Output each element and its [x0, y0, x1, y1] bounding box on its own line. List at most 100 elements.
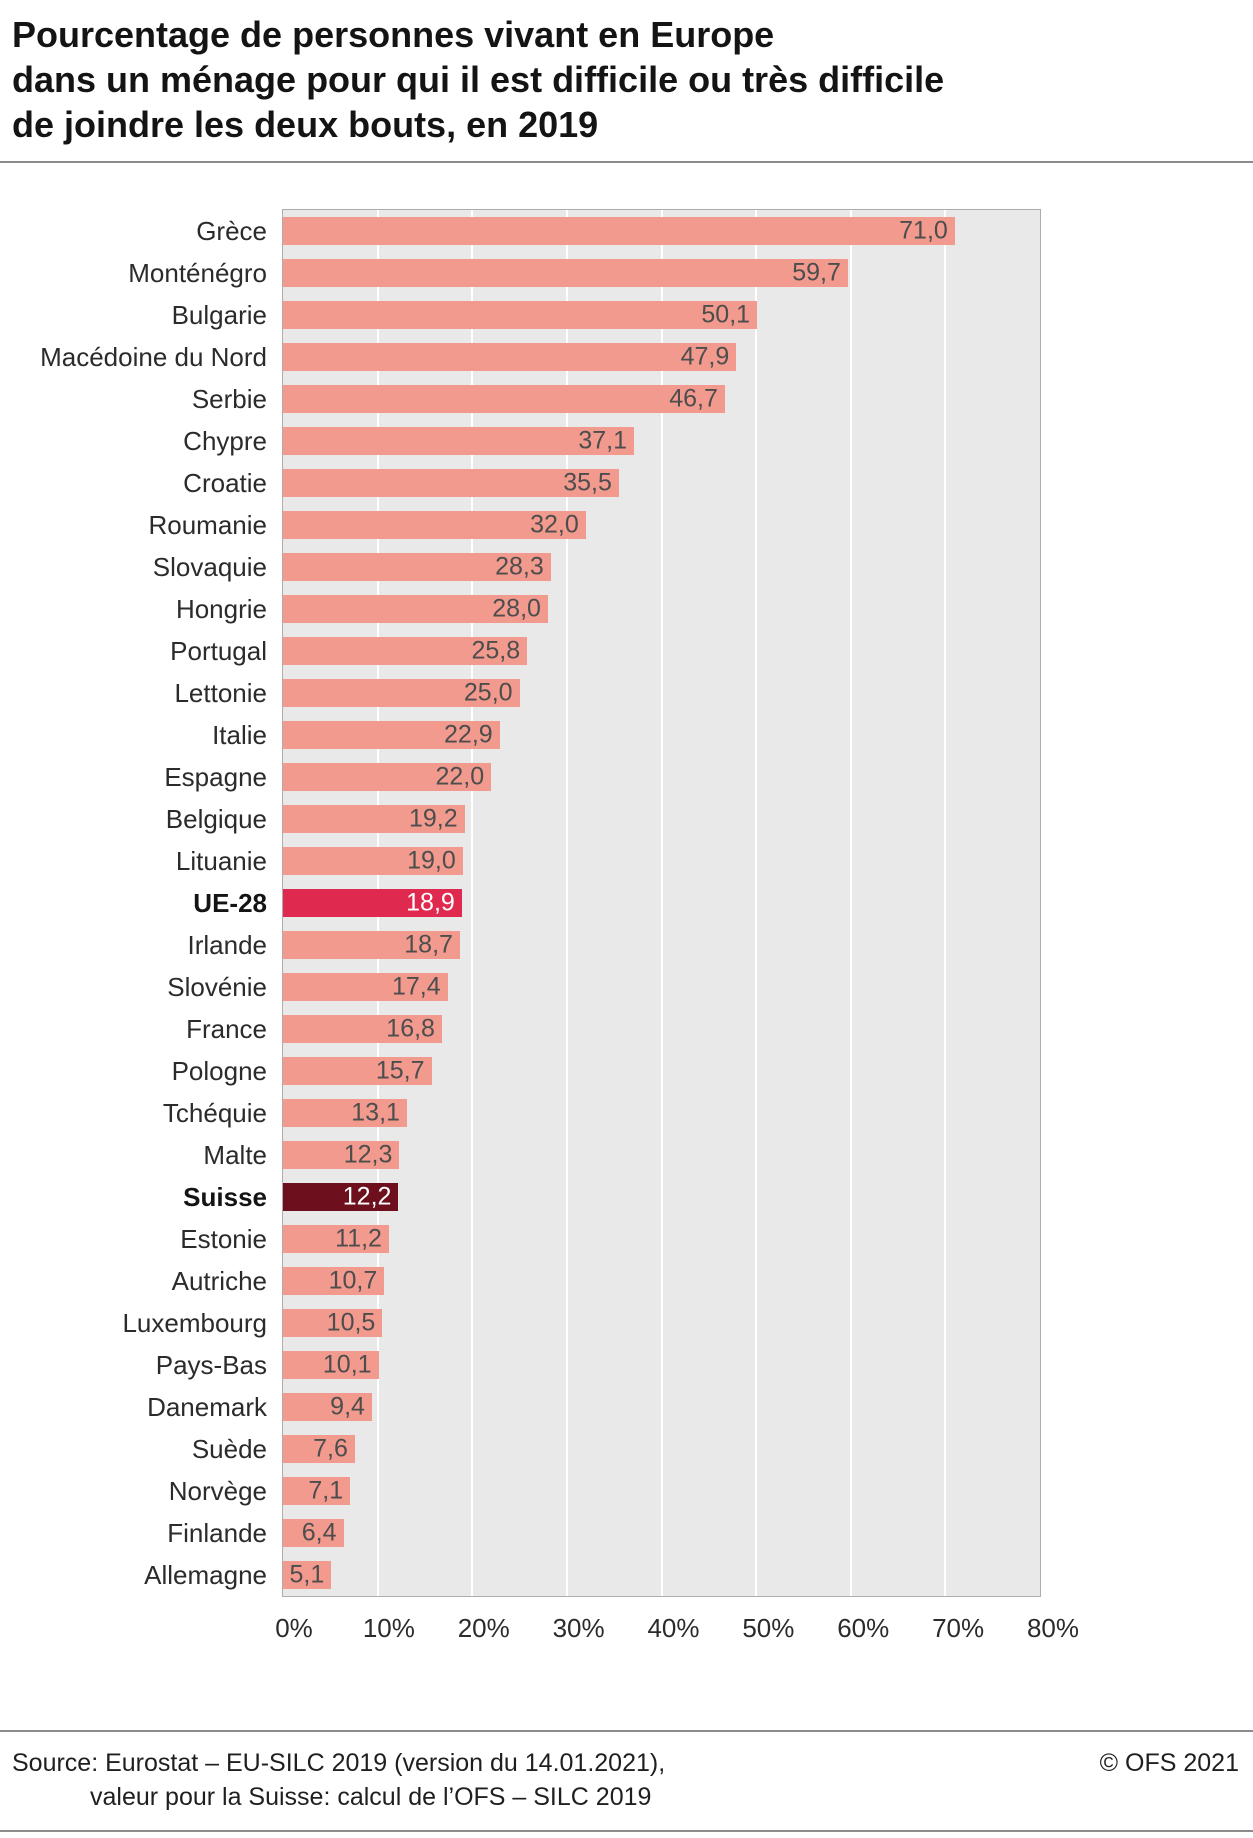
bar-row: 10,1: [283, 1344, 1040, 1386]
category-label: Monténégro: [128, 257, 267, 288]
bar: 15,7: [283, 1057, 432, 1085]
chart-footer: Source: Eurostat – EU-SILC 2019 (version…: [0, 1730, 1253, 1838]
bar: 11,2: [283, 1225, 389, 1253]
bar-row: 50,1: [283, 294, 1040, 336]
bar-value: 37,1: [578, 426, 628, 455]
source-line-1: Source: Eurostat – EU-SILC 2019 (version…: [12, 1749, 666, 1777]
bar: 19,0: [283, 847, 463, 875]
gridline: [471, 210, 474, 1596]
bar-value: 15,7: [375, 1056, 425, 1085]
bar: 10,7: [283, 1267, 385, 1295]
bar-row: 46,7: [283, 378, 1040, 420]
category-axis: Grèce Monténégro Bulgarie Macédoine du Nord…: [12, 209, 282, 1596]
bar-row: 47,9: [283, 336, 1040, 378]
bar: 18,9: [283, 889, 462, 917]
chart-header: Pourcentage de personnes vivant en Europ…: [0, 0, 1253, 163]
bar-row: 16,8: [283, 1008, 1040, 1050]
x-tick-label: 80%: [1026, 1613, 1080, 1643]
category-label: Macédoine du Nord: [40, 341, 267, 372]
bar-value: 59,7: [792, 258, 841, 287]
bar-value: 28,3: [495, 552, 544, 581]
bar-value: 13,1: [351, 1098, 400, 1127]
bar-value: 6,4: [301, 1518, 337, 1547]
bar-row: 32,0: [283, 504, 1040, 546]
bar-row: 37,1: [283, 420, 1040, 462]
bar-value: 18,9: [406, 888, 455, 917]
bar: 18,7: [283, 931, 460, 959]
bar: 12,3: [283, 1140, 400, 1169]
x-tick-label: 70%: [932, 1613, 985, 1643]
bar: 71,0: [283, 217, 955, 245]
bar-row: 5,1: [283, 1554, 1040, 1596]
bar-row: 7,1: [283, 1470, 1040, 1512]
bar-row: 19,0: [283, 840, 1040, 882]
bar: 22,9: [283, 721, 500, 749]
bar-row: 13,1: [283, 1092, 1040, 1134]
category-label: Slovénie: [167, 971, 267, 1002]
bar-row: 12,3: [283, 1134, 1040, 1176]
bar-row: 7,6: [283, 1428, 1040, 1470]
category-label: Hongrie: [175, 593, 267, 624]
bar: 6,4: [283, 1519, 344, 1547]
category-label: Irlande: [187, 929, 268, 960]
category-label: Malte: [203, 1139, 267, 1170]
bar-row: 6,4: [283, 1512, 1040, 1554]
bar-row: 10,7: [283, 1260, 1040, 1302]
category-label: Lituanie: [175, 845, 267, 876]
bar-row: 28,3: [283, 546, 1040, 588]
bar-row: 59,7: [283, 252, 1040, 294]
bar-value: 22,9: [444, 720, 493, 749]
category-label: Belgique: [165, 803, 267, 834]
bar: 47,9: [283, 343, 737, 371]
footer-divider-top: [0, 1730, 1253, 1732]
bar: 17,4: [283, 973, 448, 1001]
x-tick-label: 20%: [457, 1613, 510, 1643]
bar-row: 22,9: [283, 714, 1040, 756]
category-label: Allemagne: [144, 1559, 267, 1590]
bar-value: 12,3: [343, 1140, 393, 1169]
bar-value: 11,2: [335, 1224, 382, 1253]
bar: 50,1: [283, 300, 758, 329]
gridline: [660, 210, 663, 1596]
gridline: [565, 210, 568, 1596]
bar-value: 19,0: [407, 846, 456, 875]
x-tick-label: 10%: [362, 1613, 415, 1643]
bar-value: 46,7: [669, 384, 718, 413]
bar: 32,0: [283, 511, 586, 539]
bar-value: 50,1: [701, 300, 751, 329]
source-note: Source: Eurostat – EU-SILC 2019 (version…: [12, 1746, 665, 1814]
category-label: Pays-Bas: [155, 1349, 267, 1380]
bar-value: 18,7: [404, 930, 453, 959]
bar-row: 25,8: [283, 630, 1040, 672]
bar: 7,1: [283, 1476, 351, 1505]
category-label: Bulgarie: [171, 299, 267, 330]
bar-value: 25,8: [471, 636, 521, 665]
bar-value: 7,6: [313, 1434, 348, 1463]
category-label: Serbie: [191, 383, 267, 414]
category-label: France: [186, 1013, 267, 1044]
bar-row: 9,4: [283, 1386, 1040, 1428]
bar-value: 7,1: [308, 1476, 344, 1505]
x-tick-label: 50%: [742, 1613, 795, 1643]
bar: 37,1: [283, 426, 635, 455]
category-label: Estonie: [180, 1223, 267, 1254]
gridline: [944, 210, 947, 1596]
bar-value: 9,4: [330, 1392, 365, 1421]
bar: 10,1: [283, 1351, 379, 1379]
bar: 25,8: [283, 636, 528, 665]
bar: 28,0: [283, 595, 548, 623]
category-label: Finlande: [167, 1517, 267, 1548]
gridline: [849, 210, 852, 1596]
category-label: Luxembourg: [122, 1307, 267, 1338]
bar: 28,3: [283, 553, 551, 581]
bar-row: 19,2: [283, 798, 1040, 840]
bar-row: 18,9: [283, 882, 1040, 924]
bar-row: 25,0: [283, 672, 1040, 714]
category-label: Slovaquie: [152, 551, 267, 582]
bar-row: 71,0: [283, 210, 1040, 252]
x-tick-label: 40%: [647, 1613, 700, 1643]
bar-value: 19,2: [409, 804, 458, 833]
x-tick-label: 30%: [552, 1613, 605, 1643]
category-label: Suède: [191, 1433, 267, 1464]
bar-row: 15,7: [283, 1050, 1040, 1092]
